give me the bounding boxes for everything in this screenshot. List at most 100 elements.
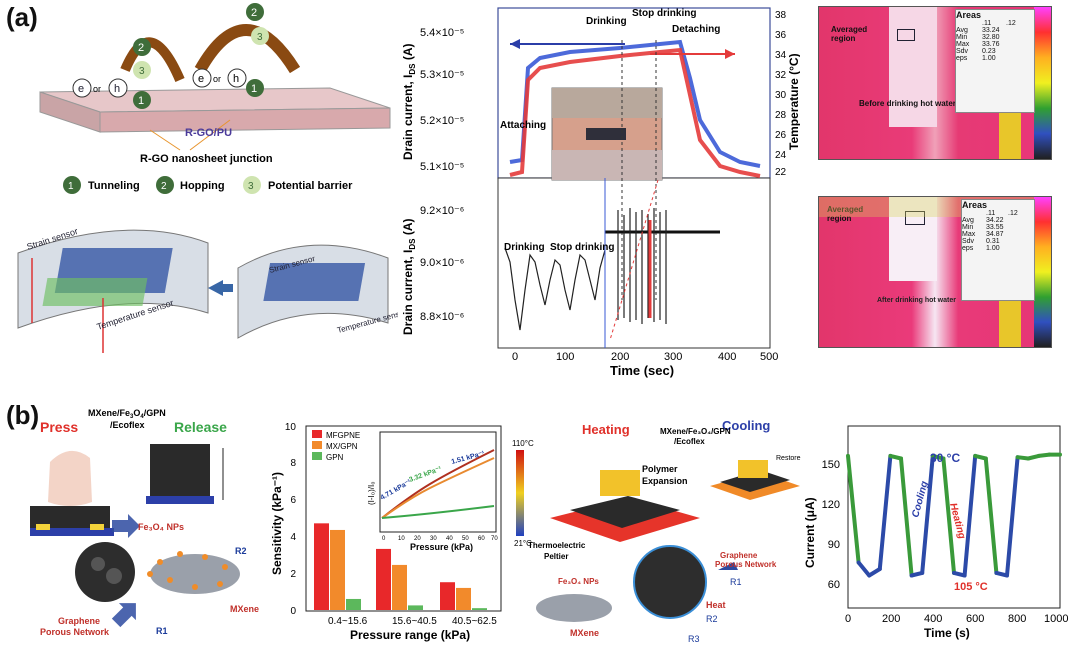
svg-text:24: 24 <box>775 150 787 161</box>
svg-text:MXene: MXene <box>230 604 259 614</box>
svg-text:Stop drinking: Stop drinking <box>632 8 696 19</box>
current-line-segment <box>1005 455 1020 578</box>
svg-text:Peltier: Peltier <box>544 552 568 561</box>
svg-text:h: h <box>114 83 120 95</box>
svg-text:150: 150 <box>822 459 840 471</box>
bar-mxgpn-2 <box>456 587 471 610</box>
svg-text:9.2×10⁻⁶: 9.2×10⁻⁶ <box>420 205 464 217</box>
svg-text:5.2×10⁻⁵: 5.2×10⁻⁵ <box>420 115 464 127</box>
svg-text:Detaching: Detaching <box>672 24 720 35</box>
svg-text:GPN: GPN <box>326 453 344 462</box>
svg-text:Restore: Restore <box>776 455 801 462</box>
svg-text:120: 120 <box>822 499 840 511</box>
svg-text:Time (sec): Time (sec) <box>610 363 674 378</box>
svg-text:1000: 1000 <box>1044 613 1068 625</box>
svg-text:36: 36 <box>775 30 787 41</box>
svg-text:300: 300 <box>664 351 682 363</box>
svg-text:200: 200 <box>882 613 900 625</box>
svg-text:Drinking: Drinking <box>586 16 627 27</box>
current-line-segment <box>867 567 882 578</box>
svg-text:105 °C: 105 °C <box>954 581 988 593</box>
svg-text:Expansion: Expansion <box>642 476 688 486</box>
svg-text:Fe₃O₄ NPs: Fe₃O₄ NPs <box>138 522 184 532</box>
svg-text:3: 3 <box>257 32 263 43</box>
svg-text:2: 2 <box>161 181 167 192</box>
bar-mfgpne-0 <box>314 523 329 610</box>
svg-text:32: 32 <box>775 70 787 81</box>
svg-text:Heat: Heat <box>706 600 726 610</box>
sensor-sheets-illustration: Strain sensor Temperature sensor Strain … <box>17 226 398 353</box>
svg-text:Current (μA): Current (μA) <box>803 497 817 568</box>
svg-text:R-GO/PU: R-GO/PU <box>185 127 232 139</box>
svg-text:Cooling: Cooling <box>722 418 770 433</box>
svg-text:3: 3 <box>248 181 254 192</box>
current-line-segment <box>941 456 956 575</box>
svg-text:1: 1 <box>138 95 144 107</box>
svg-text:MXene/Fe3O4/GPN: MXene/Fe3O4/GPN <box>88 408 166 420</box>
svg-text:1: 1 <box>68 181 74 192</box>
svg-text:5.4×10⁻⁵: 5.4×10⁻⁵ <box>420 27 464 39</box>
svg-text:Drain current, IDS (A): Drain current, IDS (A) <box>401 44 417 160</box>
current-line-segment <box>856 560 872 578</box>
svg-text:1: 1 <box>251 83 257 95</box>
svg-text:40: 40 <box>446 536 453 542</box>
svg-text:5.1×10⁻⁵: 5.1×10⁻⁵ <box>420 161 464 173</box>
svg-text:4: 4 <box>290 532 296 543</box>
svg-text:0: 0 <box>512 351 518 363</box>
svg-text:200: 200 <box>611 351 629 363</box>
current-line-segment <box>877 453 893 571</box>
thermal-caption: Before drinking hot water <box>859 99 956 108</box>
svg-text:0: 0 <box>845 613 851 625</box>
svg-text:Sensitivity (kPa⁻¹): Sensitivity (kPa⁻¹) <box>270 472 284 575</box>
sensitivity-bar-chart: 0 2 4 6 8 10 Sensitivity (kPa⁻¹) 0.4~15.… <box>270 422 502 642</box>
svg-text:0: 0 <box>382 536 386 542</box>
svg-text:0.4~15.6: 0.4~15.6 <box>328 616 368 627</box>
svg-text:9.0×10⁻⁶: 9.0×10⁻⁶ <box>420 257 464 269</box>
svg-text:60: 60 <box>828 579 840 591</box>
svg-text:e: e <box>78 83 84 95</box>
svg-text:or: or <box>93 84 101 94</box>
current-line-segment <box>846 453 861 565</box>
svg-text:21°C: 21°C <box>514 539 532 548</box>
current-line-segment <box>983 456 999 575</box>
svg-text:20: 20 <box>414 536 421 542</box>
bar-mfgpne-1 <box>376 548 391 610</box>
svg-text:Polymer: Polymer <box>642 464 678 474</box>
svg-text:30 °C: 30 °C <box>930 451 960 465</box>
svg-text:Stop drinking: Stop drinking <box>550 242 614 253</box>
svg-text:50: 50 <box>462 536 469 542</box>
svg-text:R2: R2 <box>235 546 247 556</box>
drain-current-chart: 5.4×10⁻⁵ 5.3×10⁻⁵ 5.2×10⁻⁵ 5.1×10⁻⁵ 38 3… <box>401 7 800 378</box>
bar-mfgpne-2 <box>440 582 455 610</box>
svg-text:Release: Release <box>174 419 227 435</box>
svg-text:8: 8 <box>290 458 296 469</box>
svg-text:600: 600 <box>966 613 984 625</box>
thermal-image-before: Averaged region Before drinking hot wate… <box>818 6 1052 160</box>
junction-schematic: 2 2 3 3 1 1 e or h e or h R-GO/PU R-GO n… <box>39 3 391 194</box>
svg-text:Heating: Heating <box>582 422 630 437</box>
svg-text:/Ecoflex: /Ecoflex <box>674 437 705 446</box>
svg-text:MXene: MXene <box>570 628 599 638</box>
svg-text:110°C: 110°C <box>512 439 534 448</box>
svg-text:10: 10 <box>285 422 297 433</box>
svg-text:R1: R1 <box>156 626 168 636</box>
svg-text:MX/GPN: MX/GPN <box>326 442 358 451</box>
svg-text:800: 800 <box>1008 613 1026 625</box>
svg-text:38: 38 <box>775 10 787 21</box>
svg-text:Press: Press <box>40 419 78 435</box>
bar-gpn-0 <box>346 598 361 610</box>
svg-text:Drain current, IDS (A): Drain current, IDS (A) <box>401 219 417 335</box>
svg-text:2: 2 <box>290 569 296 580</box>
svg-text:6: 6 <box>290 495 296 506</box>
current-time-chart: 60 90 120 150 Current (μA) 0 200 400 600… <box>803 425 1068 640</box>
panel-b-label: (b) <box>6 400 40 430</box>
svg-text:15.6~40.5: 15.6~40.5 <box>392 616 437 627</box>
svg-text:R3: R3 <box>688 634 700 644</box>
svg-text:2: 2 <box>138 42 144 54</box>
svg-text:22: 22 <box>775 167 787 178</box>
svg-text:60: 60 <box>478 536 485 542</box>
svg-text:e: e <box>198 73 204 85</box>
svg-text:30: 30 <box>775 90 787 101</box>
bar-mxgpn-0 <box>330 529 345 610</box>
svg-text:h: h <box>233 73 239 85</box>
